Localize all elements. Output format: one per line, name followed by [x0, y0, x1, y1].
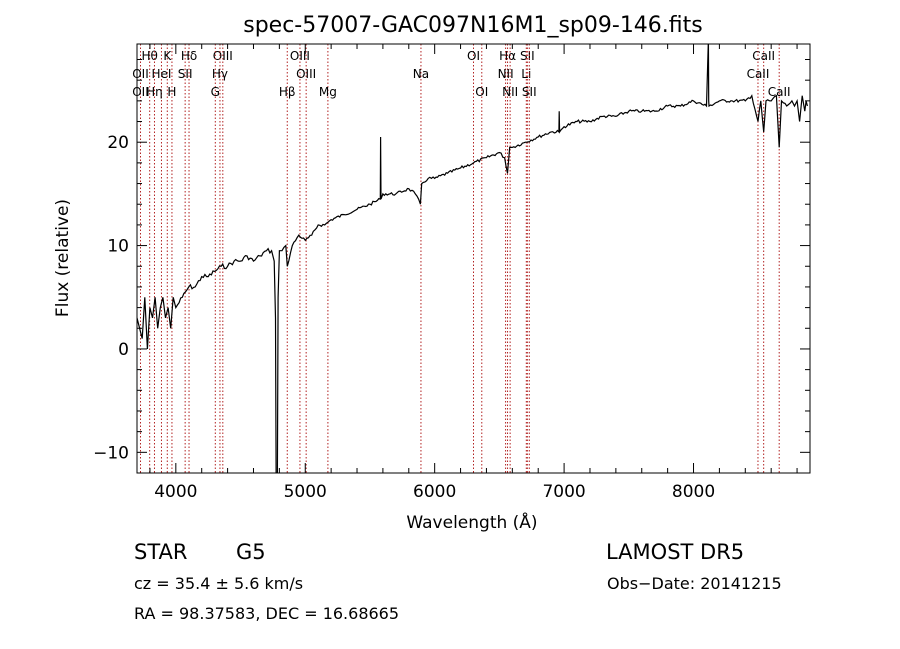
- line-marker-label: CaII: [747, 67, 770, 81]
- line-marker-label: OI: [467, 49, 480, 63]
- survey-name: LAMOST DR5: [606, 540, 744, 564]
- line-marker-label: G: [211, 85, 220, 99]
- line-marker-label: SII: [178, 67, 193, 81]
- line-marker-label: H: [167, 85, 176, 99]
- x-tick-label: 5000: [284, 482, 327, 502]
- line-marker-label: Hγ: [212, 67, 228, 81]
- x-tick-label: 8000: [672, 482, 715, 502]
- line-marker-label: Hθ: [141, 49, 157, 63]
- x-tick-label: 4000: [154, 482, 197, 502]
- redshift-text: cz = 35.4 ± 5.6 km/s: [134, 574, 303, 593]
- line-marker-label: NII: [502, 85, 518, 99]
- y-tick-label: 20: [107, 133, 129, 153]
- x-axis: 4000 5000 6000 7000 8000: [149, 44, 798, 502]
- plot-area: [137, 44, 808, 473]
- line-marker-label: CaII: [768, 85, 791, 99]
- y-tick-label: 0: [118, 340, 129, 360]
- object-class: STAR: [134, 540, 187, 564]
- line-marker-label: Hδ: [181, 49, 197, 63]
- line-marker-label: K: [163, 49, 172, 63]
- y-tick-label: 10: [107, 237, 129, 257]
- line-marker-label: SII: [522, 85, 537, 99]
- line-marker-label: Li: [521, 67, 531, 81]
- line-marker-label: HeI: [151, 67, 171, 81]
- line-marker-label: OIII: [296, 67, 316, 81]
- coords-text: RA = 98.37583, DEC = 16.68665: [134, 604, 399, 623]
- y-axis-label: Flux (relative): [53, 199, 73, 317]
- line-marker-label: Hβ: [279, 85, 296, 99]
- line-marker-label: Na: [413, 67, 429, 81]
- line-markers: Hθ K Hδ OIII OIII OI Hα SII CaII OII HeI SII Hγ OIII N…: [132, 44, 791, 473]
- y-axis: −10 0 10 20: [93, 59, 810, 463]
- x-tick-label: 7000: [542, 482, 585, 502]
- line-marker-label: NII: [498, 67, 514, 81]
- object-subclass: G5: [236, 540, 266, 564]
- line-marker-label: OI: [475, 85, 488, 99]
- line-marker-label: Hη: [146, 85, 163, 99]
- y-tick-label: −10: [93, 443, 129, 463]
- line-marker-label: CaII: [752, 49, 775, 63]
- x-tick-label: 6000: [413, 482, 456, 502]
- plot-frame: [136, 43, 811, 474]
- line-marker-label: Mg: [319, 85, 337, 99]
- line-marker-label: OIII: [290, 49, 310, 63]
- line-marker-label: Hα: [499, 49, 516, 63]
- line-marker-label: OIII: [213, 49, 233, 63]
- obs-date-text: Obs−Date: 20141215: [607, 574, 782, 593]
- line-marker-label: OII: [132, 67, 149, 81]
- line-marker-label: SII: [520, 49, 535, 63]
- line-marker-label: OII: [132, 85, 149, 99]
- chart-title: spec-57007-GAC097N16M1_sp09-146.fits: [243, 13, 703, 38]
- x-axis-label: Wavelength (Å): [406, 511, 537, 533]
- spectrum-line: [137, 44, 808, 473]
